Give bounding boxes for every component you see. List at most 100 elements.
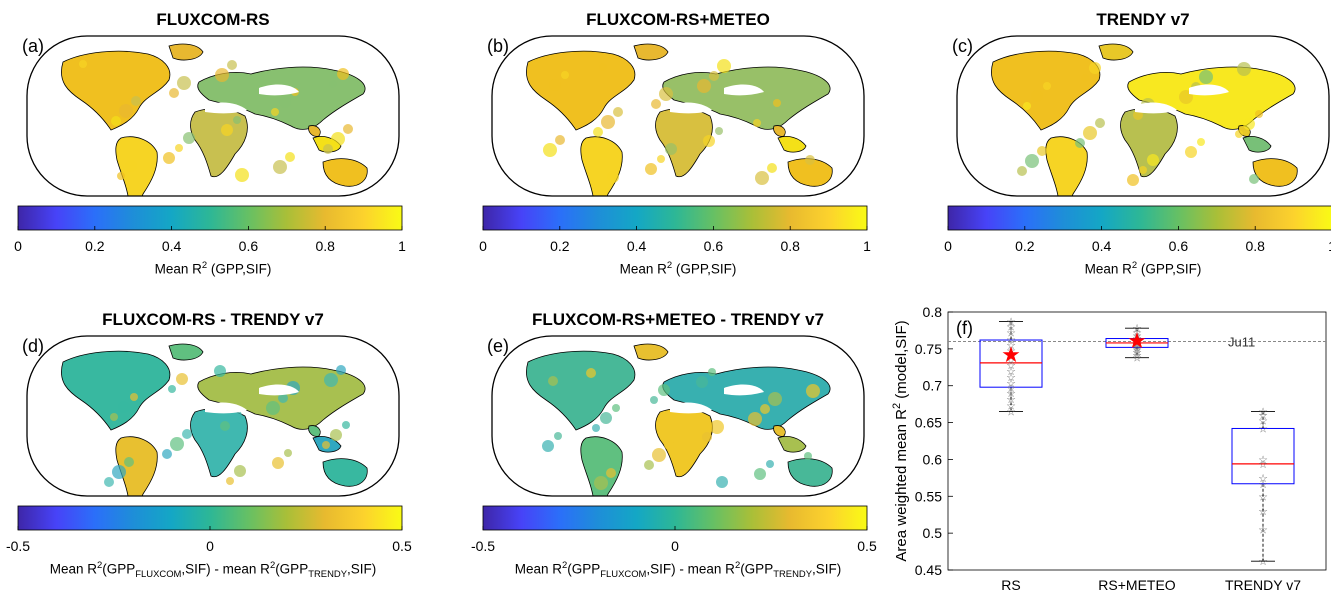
colorbar-label: Mean R2(GPPFLUXCOM,SIF) - mean R2(GPPTRE… [514, 560, 842, 581]
map-frame [956, 35, 1330, 197]
colorbar-tick-label: 1 [1328, 238, 1331, 254]
model-point: ☆ [1258, 459, 1268, 471]
model-point: ☆ [1006, 317, 1016, 329]
panel-label: (f) [956, 318, 973, 338]
model-point: ☆ [1132, 339, 1142, 351]
y-tick-label: 0.6 [923, 451, 943, 467]
model-point: ☆ [1258, 473, 1268, 485]
colorbar-tick-label: -0.5 [5, 538, 31, 554]
model-point: ☆ [1006, 350, 1016, 362]
model-point: ☆ [1258, 491, 1268, 503]
colorbar-label: Mean R2 (GPP,SIF) [1084, 260, 1202, 277]
model-point: ☆ [1132, 333, 1142, 345]
model-point: ☆ [1132, 347, 1142, 359]
colorbar-tick-label: 0.2 [550, 238, 570, 254]
model-point: ☆ [1006, 355, 1016, 367]
colorbar-tick-label: 0 [14, 238, 22, 254]
model-point: ☆ [1258, 423, 1268, 435]
model-point: ☆ [1006, 360, 1016, 372]
colorbar-tick-label: 0.5 [857, 538, 877, 554]
panel-title: FLUXCOM-RS - TRENDY v7 [102, 310, 324, 329]
x-tick-label: RS+METEO [1098, 577, 1176, 593]
land-region [115, 136, 158, 196]
model-point: ☆ [1006, 401, 1016, 413]
land-region [322, 158, 368, 187]
land-region [633, 43, 669, 61]
x-tick-label: RS [1001, 577, 1020, 593]
land-region [633, 343, 669, 361]
world-map [947, 35, 1331, 231]
panel-label: (b) [487, 36, 509, 56]
model-point: ☆ [1258, 479, 1268, 491]
land-region [322, 458, 368, 487]
land-region [773, 125, 786, 137]
colorbar-label: Mean R2 (GPP,SIF) [619, 260, 737, 277]
land-region [308, 125, 321, 137]
model-point: ☆ [1258, 454, 1268, 466]
panel-title: FLUXCOM-RS+METEO [586, 10, 770, 29]
colorbar-tick-label: 0.2 [85, 238, 105, 254]
model-point: ☆ [1132, 345, 1142, 357]
colorbar-tick-label: 0.6 [1168, 238, 1189, 254]
model-point: ☆ [1132, 350, 1142, 362]
colorbar-tick-label: 1 [863, 238, 871, 254]
colorbar-label: Mean R2(GPPFLUXCOM,SIF) - mean R2(GPPTRE… [49, 560, 377, 581]
land-region [168, 343, 204, 361]
y-tick-label: 0.5 [923, 525, 943, 541]
model-point: ☆ [1132, 331, 1142, 343]
colorbar-tick-label: 0 [671, 538, 679, 554]
colorbar-tick-label: 0 [206, 538, 214, 554]
land-region [61, 350, 171, 431]
model-point: ☆ [1258, 506, 1268, 518]
model-point: ☆ [1006, 340, 1016, 352]
y-tick-label: 0.65 [915, 415, 942, 431]
world-map [482, 35, 868, 231]
colorbar-tick-label: 0 [944, 238, 952, 254]
box-rs: ☆☆☆☆☆☆☆☆☆☆☆☆☆☆☆☆☆★ [979, 317, 1043, 419]
y-tick-label: 0.45 [915, 562, 942, 578]
land-region [308, 425, 321, 437]
panel-title: FLUXCOM-RS+METEO - TRENDY v7 [531, 310, 825, 329]
box-rs-meteo: ☆☆☆☆☆☆☆☆☆☆☆☆☆☆★ [1105, 323, 1169, 365]
map-panel-b: FLUXCOM-RS+METEO (b) 0 0.2 0.4 0.6 0.8 1 Mean R2… [479, 0, 873, 290]
map-frame [26, 335, 400, 497]
y-tick-label: 0.55 [915, 488, 942, 504]
y-tick-label: 0.8 [923, 304, 943, 320]
colorbar-tick-label: 0.6 [703, 238, 724, 254]
y-tick-label: 0.75 [915, 341, 942, 357]
map-panel-e: FLUXCOM-RS+METEO - TRENDY v7 (e) -0.5 0 0.5 M… [471, 300, 877, 590]
colorbar-tick-label: -0.5 [470, 538, 496, 554]
panel-label: (d) [22, 336, 44, 356]
colorbar-tick-label: 0.4 [626, 238, 647, 254]
panel-label: (e) [487, 336, 509, 356]
model-point: ☆ [1258, 407, 1268, 419]
map-panel-d: FLUXCOM-RS - TRENDY v7 (d) -0.5 0 0.5 Mean R2… [6, 300, 412, 590]
reference-line-label: Ju11 [1228, 334, 1255, 349]
colorbar-label: Mean R2 (GPP,SIF) [154, 260, 272, 277]
land-region [655, 108, 713, 178]
land-region [787, 458, 833, 487]
map-panel-c: TRENDY v7 (c) 0 0.2 0.4 0.6 0.8 1 Mean R2 (GPP,S… [944, 0, 1331, 290]
model-point: ☆ [1132, 338, 1142, 350]
world-map [482, 335, 868, 531]
model-point: ☆ [1258, 410, 1268, 422]
land-region [991, 50, 1101, 131]
model-point: ☆ [1258, 556, 1268, 568]
model-point: ☆ [1006, 378, 1016, 390]
panel-title: TRENDY v7 [1096, 10, 1190, 29]
ensemble-marker: ★ [1001, 342, 1021, 367]
colorbar-tick-label: 0.6 [238, 238, 259, 254]
land-region [1098, 43, 1134, 61]
box-iqr [1231, 427, 1295, 485]
box-iqr [979, 339, 1043, 388]
colorbar-tick-label: 0.4 [161, 238, 182, 254]
model-point: ☆ [1006, 388, 1016, 400]
colorbar-tick-label: 0.8 [315, 238, 335, 254]
colorbar [17, 205, 403, 231]
land-region [777, 436, 807, 453]
model-point: ☆ [1132, 342, 1142, 354]
x-tick-label: TRENDY v7 [1225, 577, 1301, 593]
land-region [777, 136, 807, 153]
map-frame [26, 35, 400, 197]
